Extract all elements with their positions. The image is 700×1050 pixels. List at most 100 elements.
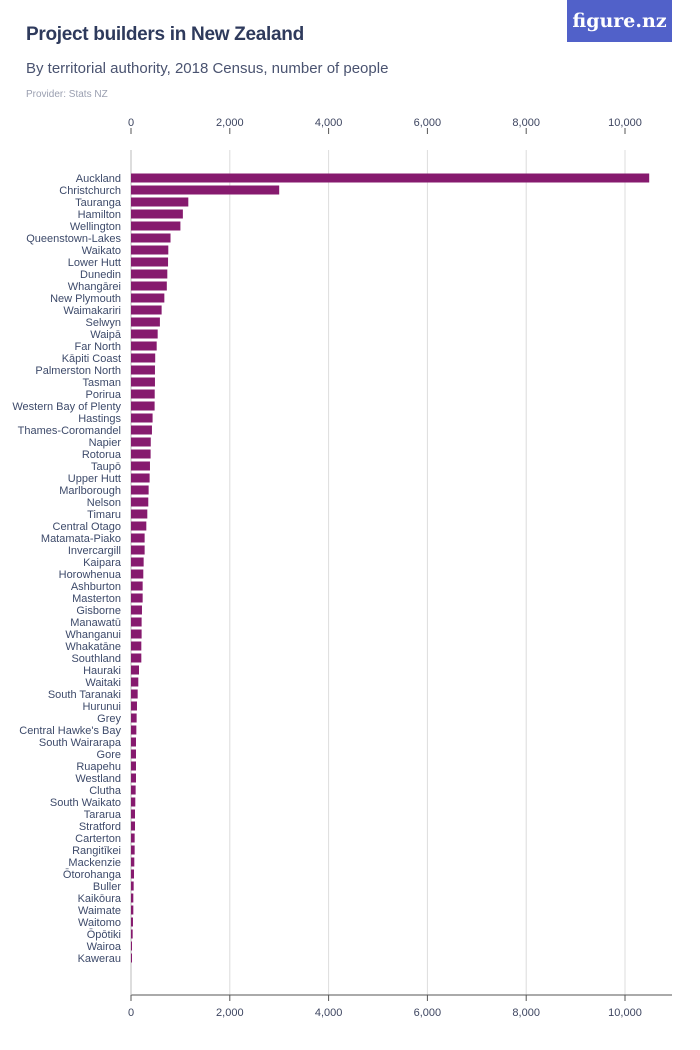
bar — [131, 449, 151, 459]
category-label: Dunedin — [80, 269, 121, 281]
bar — [131, 257, 169, 267]
bar — [131, 701, 137, 711]
category-label: Thames-Coromandel — [18, 425, 121, 437]
x-tick-label-top: 2,000 — [216, 117, 244, 129]
category-label: Waimate — [78, 905, 121, 917]
category-label: Whanganui — [65, 629, 121, 641]
bar — [131, 593, 143, 603]
bar — [131, 689, 138, 699]
bar — [131, 497, 149, 507]
category-label: South Waikato — [50, 797, 121, 809]
bar — [131, 665, 140, 675]
bar — [131, 485, 149, 495]
bar — [131, 521, 147, 531]
bar — [131, 893, 134, 903]
x-tick-label-bottom: 0 — [128, 1007, 134, 1019]
category-label: Timaru — [87, 509, 121, 521]
category-label: Invercargill — [68, 545, 121, 557]
x-tick-label-bottom: 6,000 — [414, 1007, 442, 1019]
category-label: Hauraki — [83, 665, 121, 677]
category-label: Central Hawke's Bay — [19, 725, 121, 737]
bar — [131, 941, 132, 951]
category-label: Waikato — [82, 245, 121, 257]
category-label: Hamilton — [78, 209, 121, 221]
category-label: Far North — [75, 341, 121, 353]
bar — [131, 773, 136, 783]
bar — [131, 725, 137, 735]
bar — [131, 305, 162, 315]
bar — [131, 617, 142, 627]
category-label: Christchurch — [59, 185, 121, 197]
category-label: Nelson — [87, 497, 121, 509]
category-label: Porirua — [86, 389, 122, 401]
bar — [131, 749, 136, 759]
category-label: Mackenzie — [68, 857, 121, 869]
bar — [131, 401, 155, 411]
bar — [131, 173, 650, 183]
category-label: Gore — [97, 749, 121, 761]
chart-subtitle: By territorial authority, 2018 Census, n… — [26, 60, 389, 77]
category-label: Gisborne — [76, 605, 121, 617]
x-tick-label-top: 6,000 — [414, 117, 442, 129]
bar — [131, 953, 132, 963]
x-tick-label-top: 10,000 — [608, 117, 642, 129]
bar — [131, 677, 139, 687]
category-label: Rotorua — [82, 449, 122, 461]
category-label: New Plymouth — [50, 293, 121, 305]
bar — [131, 329, 158, 339]
category-label: Hurunui — [82, 701, 121, 713]
category-label: Tararua — [84, 809, 122, 821]
bar — [131, 869, 135, 879]
figure-nz-logo[interactable]: figure.nz — [567, 0, 672, 42]
category-label: Carterton — [75, 833, 121, 845]
category-label: Kaikōura — [78, 893, 122, 905]
category-label: Ōpōtiki — [87, 929, 121, 941]
bar — [131, 437, 151, 447]
category-label: Waitaki — [85, 677, 121, 689]
category-label: Tasman — [82, 377, 121, 389]
bar — [131, 605, 142, 615]
bar — [131, 653, 142, 663]
bar — [131, 929, 133, 939]
bar — [131, 341, 157, 351]
category-label: Ruapehu — [76, 761, 121, 773]
bar — [131, 641, 142, 651]
bar — [131, 857, 135, 867]
bar — [131, 509, 148, 519]
category-label: Marlborough — [59, 485, 121, 497]
bar — [131, 533, 145, 543]
category-label: Lower Hutt — [68, 257, 121, 269]
category-label: Rangitīkei — [72, 845, 121, 857]
category-label: South Wairarapa — [39, 737, 122, 749]
category-label: Waimakariri — [63, 305, 121, 317]
category-label: Horowhenua — [59, 569, 122, 581]
bar — [131, 545, 145, 555]
category-label: Whakatāne — [65, 641, 121, 653]
chart-title: Project builders in New Zealand — [26, 24, 304, 45]
bar — [131, 905, 134, 915]
bar — [131, 713, 137, 723]
category-label: Kaipara — [83, 557, 122, 569]
bar — [131, 281, 167, 291]
category-label: Stratford — [79, 821, 121, 833]
bar — [131, 917, 133, 927]
bar — [131, 389, 155, 399]
x-tick-label-bottom: 10,000 — [608, 1007, 642, 1019]
category-label: Napier — [89, 437, 122, 449]
bar — [131, 413, 153, 423]
category-label: Upper Hutt — [68, 473, 121, 485]
category-label: Southland — [71, 653, 121, 665]
provider-label: Provider: Stats NZ — [26, 89, 108, 100]
x-tick-label-bottom: 2,000 — [216, 1007, 244, 1019]
category-label: Matamata-Piako — [41, 533, 121, 545]
category-label: Kāpiti Coast — [62, 353, 121, 365]
category-label: Waitomo — [78, 917, 121, 929]
category-label: Ōtorohanga — [63, 869, 122, 881]
bar — [131, 221, 181, 231]
category-label: Palmerston North — [35, 365, 121, 377]
x-tick-label-top: 8,000 — [512, 117, 540, 129]
bar — [131, 365, 155, 375]
x-tick-label-bottom: 8,000 — [512, 1007, 540, 1019]
category-label: Wairoa — [87, 941, 122, 953]
